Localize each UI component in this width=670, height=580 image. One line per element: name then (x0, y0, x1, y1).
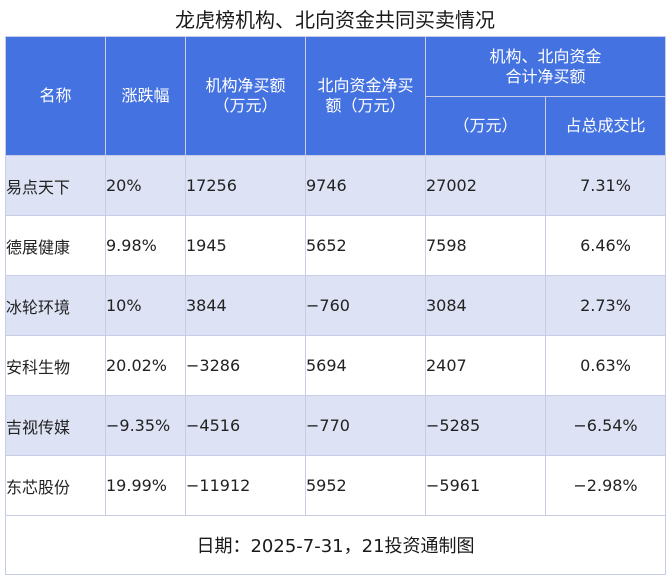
header-change: 涨跌幅 (105, 36, 186, 156)
cell-total: 2407 (425, 335, 546, 396)
cell-institution: −4516 (185, 395, 306, 456)
cell-northbound: 9746 (305, 155, 426, 216)
cell-ratio: 6.46% (544, 215, 667, 276)
table-row: 安科生物 20.02% −3286 5694 2407 0.63% (5, 335, 667, 396)
cell-name: 安科生物 (5, 335, 106, 396)
footer-row: 日期：2025-7-31，21投资通制图 (4, 515, 667, 575)
header-northbound-line1: 北向资金净买 (317, 76, 414, 95)
header-institution-line2: （万元） (213, 96, 278, 115)
table-row: 冰轮环境 10% 3844 −760 3084 2.73% (5, 275, 667, 336)
cell-name: 冰轮环境 (5, 275, 106, 336)
cell-institution: 17256 (185, 155, 306, 216)
cell-name: 东芯股份 (5, 455, 106, 516)
cell-total: 27002 (425, 155, 546, 216)
cell-change: 9.98% (105, 215, 186, 276)
cell-change: 20% (105, 155, 186, 216)
header-combined: 机构、北向资金 合计净买额 (424, 36, 667, 97)
cell-northbound: −770 (305, 395, 426, 456)
cell-change: −9.35% (105, 395, 186, 456)
header-combined-amount: （万元） (425, 96, 546, 156)
header-combined-ratio: 占总成交比 (544, 96, 667, 156)
cell-total: 7598 (425, 215, 546, 276)
cell-change: 10% (105, 275, 186, 336)
header-institution-line1: 机构净买额 (205, 76, 286, 95)
cell-northbound: 5652 (305, 215, 426, 276)
cell-ratio: 0.63% (544, 335, 667, 396)
cell-name: 吉视传媒 (5, 395, 106, 456)
cell-total: −5285 (425, 395, 546, 456)
header-northbound-line2: 额（万元） (325, 96, 406, 115)
cell-institution: 1945 (185, 215, 306, 276)
table-title: 龙虎榜机构、北向资金共同买卖情况 (175, 8, 495, 32)
cell-ratio: −6.54% (544, 395, 667, 456)
header-name: 名称 (5, 36, 106, 156)
cell-change: 19.99% (105, 455, 186, 516)
header-institution-net-buy: 机构净买额 （万元） (185, 36, 306, 156)
cell-northbound: −760 (305, 275, 426, 336)
cell-change: 20.02% (105, 335, 186, 396)
table-row: 吉视传媒 −9.35% −4516 −770 −5285 −6.54% (5, 395, 667, 456)
footer-caption: 日期：2025-7-31，21投资通制图 (4, 515, 667, 575)
cell-name: 德展健康 (5, 215, 106, 276)
cell-ratio: 2.73% (544, 275, 667, 336)
header-combined-line1: 机构、北向资金 (489, 46, 602, 66)
cell-ratio: 7.31% (544, 155, 667, 216)
cell-ratio: −2.98% (544, 455, 667, 516)
table-row: 德展健康 9.98% 1945 5652 7598 6.46% (5, 215, 667, 276)
cell-institution: 3844 (185, 275, 306, 336)
cell-institution: −11912 (185, 455, 306, 516)
cell-name: 易点天下 (5, 155, 106, 216)
cell-northbound: 5952 (305, 455, 426, 516)
cell-institution: −3286 (185, 335, 306, 396)
table-row: 东芯股份 19.99% −11912 5952 −5961 −2.98% (5, 455, 667, 516)
cell-total: 3084 (425, 275, 546, 336)
cell-total: −5961 (425, 455, 546, 516)
table-row: 易点天下 20% 17256 9746 27002 7.31% (5, 155, 667, 216)
header-northbound-net-buy: 北向资金净买 额（万元） (305, 36, 426, 156)
cell-northbound: 5694 (305, 335, 426, 396)
data-table: 名称 涨跌幅 机构净买额 （万元） 北向资金净买 额（万元） 机构、北向资金 合… (4, 36, 667, 575)
header-combined-line2: 合计净买额 (505, 66, 586, 86)
